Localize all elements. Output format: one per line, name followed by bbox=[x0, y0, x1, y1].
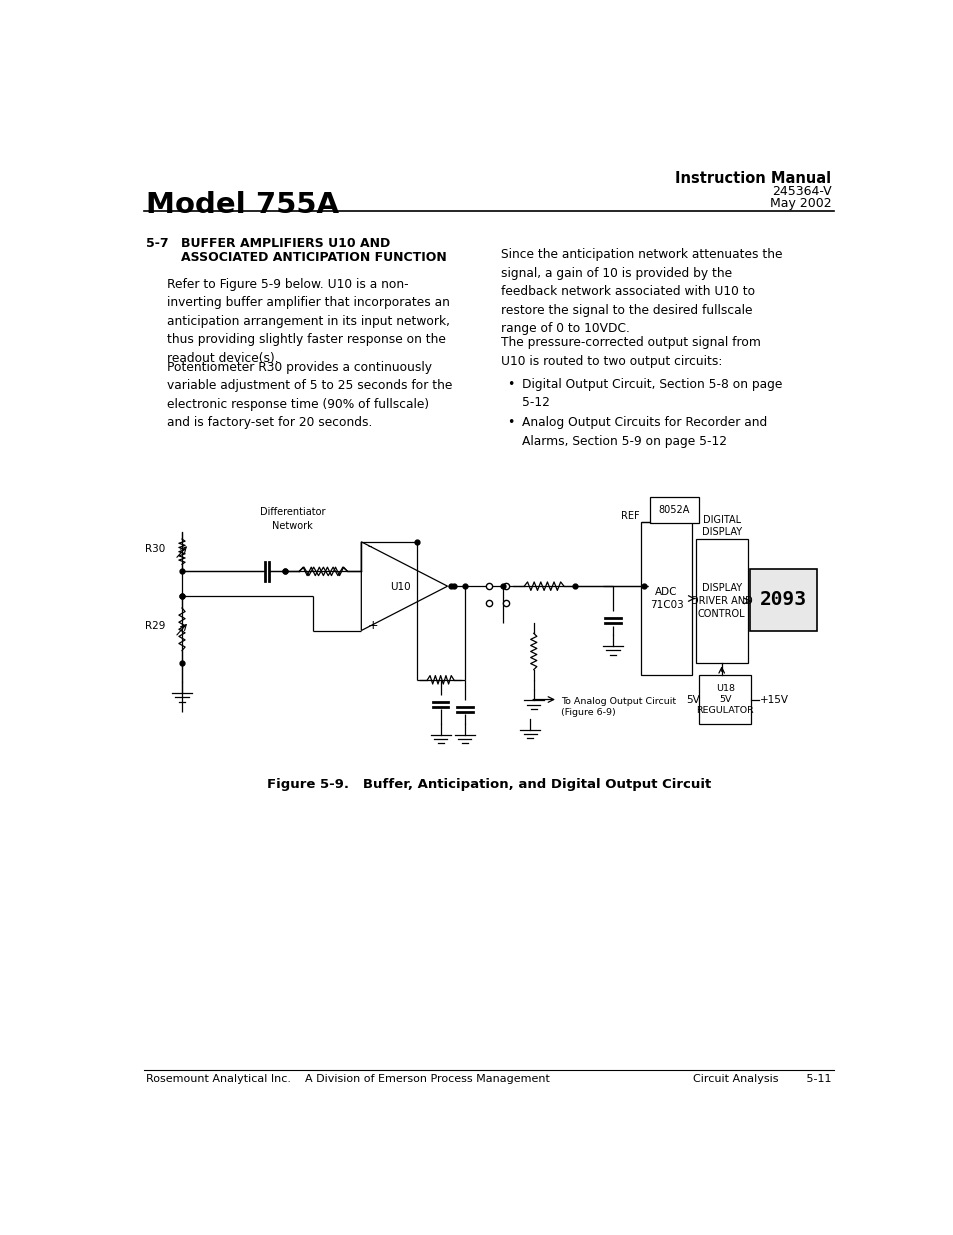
Text: R29: R29 bbox=[145, 621, 165, 631]
Text: May 2002: May 2002 bbox=[769, 196, 831, 210]
Text: R30: R30 bbox=[145, 543, 165, 553]
Bar bbox=[699, 674, 750, 724]
Text: Refer to Figure 5-9 below. U10 is a non-
inverting buffer amplifier that incorpo: Refer to Figure 5-9 below. U10 is a non-… bbox=[167, 278, 450, 364]
Text: +: + bbox=[367, 620, 377, 632]
Text: Rosemount Analytical Inc.    A Division of Emerson Process Management: Rosemount Analytical Inc. A Division of … bbox=[146, 1073, 550, 1084]
Text: 245364-V: 245364-V bbox=[771, 185, 831, 198]
Text: Model 755A: Model 755A bbox=[146, 190, 339, 219]
Text: Differentiator
Network: Differentiator Network bbox=[259, 508, 325, 531]
Text: Circuit Analysis        5-11: Circuit Analysis 5-11 bbox=[692, 1073, 831, 1084]
Text: 8052A: 8052A bbox=[659, 505, 689, 515]
Text: DIGITAL
DISPLAY: DIGITAL DISPLAY bbox=[700, 515, 741, 537]
Text: DISPLAY
DRIVER AND
CONTROL: DISPLAY DRIVER AND CONTROL bbox=[690, 583, 752, 619]
Text: 5V: 5V bbox=[685, 694, 700, 704]
Text: Instruction Manual: Instruction Manual bbox=[675, 172, 831, 186]
Text: ASSOCIATED ANTICIPATION FUNCTION: ASSOCIATED ANTICIPATION FUNCTION bbox=[181, 252, 447, 264]
Text: +15V: +15V bbox=[760, 694, 788, 704]
Text: ADC
71C03: ADC 71C03 bbox=[649, 587, 682, 610]
Bar bbox=[649, 498, 699, 524]
Text: Since the anticipation network attenuates the
signal, a gain of 10 is provided b: Since the anticipation network attenuate… bbox=[500, 248, 781, 335]
Bar bbox=[695, 540, 747, 662]
Text: U10: U10 bbox=[390, 582, 411, 592]
Text: BUFFER AMPLIFIERS U10 AND: BUFFER AMPLIFIERS U10 AND bbox=[181, 237, 390, 249]
Text: •: • bbox=[506, 378, 514, 390]
Text: U18
5V
REGULATOR: U18 5V REGULATOR bbox=[696, 684, 753, 715]
Text: Digital Output Circuit, Section 5-8 on page
5-12: Digital Output Circuit, Section 5-8 on p… bbox=[521, 378, 781, 409]
Bar bbox=[640, 522, 692, 674]
Bar bbox=[749, 569, 816, 631]
Text: -: - bbox=[367, 540, 372, 553]
Text: 5-7: 5-7 bbox=[146, 237, 169, 249]
Text: Potentiometer R30 provides a continuously
variable adjustment of 5 to 25 seconds: Potentiometer R30 provides a continuousl… bbox=[167, 361, 453, 430]
Text: 2093: 2093 bbox=[759, 590, 805, 609]
Text: The pressure-corrected output signal from
U10 is routed to two output circuits:: The pressure-corrected output signal fro… bbox=[500, 336, 760, 368]
Text: REF: REF bbox=[620, 510, 639, 521]
Text: Figure 5-9.   Buffer, Anticipation, and Digital Output Circuit: Figure 5-9. Buffer, Anticipation, and Di… bbox=[267, 778, 710, 792]
Text: Analog Output Circuits for Recorder and
Alarms, Section 5-9 on page 5-12: Analog Output Circuits for Recorder and … bbox=[521, 416, 767, 447]
Text: •: • bbox=[506, 416, 514, 429]
Text: To Analog Output Circuit
(Figure 6-9): To Analog Output Circuit (Figure 6-9) bbox=[560, 697, 676, 718]
